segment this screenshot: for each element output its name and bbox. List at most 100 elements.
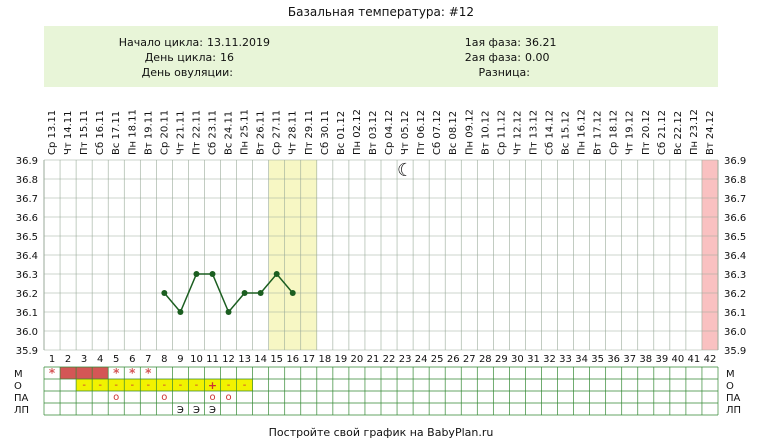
day-number: 33 [559,354,572,365]
day-number: 30 [511,354,524,365]
date-label: Сб 23.11 [208,110,219,155]
row-label-left: ПА [14,393,29,404]
date-label: Сб 21.12 [657,110,668,155]
phase1-value: 36.21 [525,36,557,49]
y-tick-label-left: 35.9 [16,346,38,357]
day-number: 19 [335,354,348,365]
day-number: 37 [623,354,636,365]
phase2-value: 0.00 [525,51,550,64]
y-tick-label-left: 36.5 [16,232,38,243]
day-number: 21 [367,354,380,365]
date-label: Чт 05.12 [400,111,411,156]
menstruation-star-icon: * [113,366,120,380]
date-label: Вс 01.12 [336,111,347,155]
temperature-point [193,271,200,277]
date-label: Чт 12.12 [512,111,523,156]
day-number: 29 [495,354,508,365]
date-label: Пн 16.12 [577,109,588,155]
mucus-dash-icon: - [98,380,102,391]
day-number: 17 [302,354,315,365]
y-tick-label-left: 36.1 [16,308,38,319]
mucus-dash-icon: - [82,380,86,391]
day-number: 18 [318,354,331,365]
row-label-left: ЛП [14,405,29,416]
day-number: 6 [129,354,135,365]
day-number: 35 [591,354,604,365]
row-label-right: ЛП [726,405,741,416]
y-tick-label-left: 36.9 [16,156,38,167]
date-label: Пн 02.12 [352,109,363,155]
date-label: Ср 13.11 [47,110,58,155]
chart-title: Базальная температура: #12 [288,5,474,19]
y-tick-label-right: 36.3 [724,270,746,281]
pa-icon: o [209,392,215,403]
mucus-cell [204,379,221,391]
y-tick-label-left: 36.6 [16,213,38,224]
day-number: 24 [415,354,428,365]
mucus-cell [124,379,141,391]
date-label: Вт 26.11 [256,111,267,156]
y-tick-label-right: 36.0 [724,327,746,338]
day-number: 13 [238,354,251,365]
y-tick-label-right: 35.9 [724,346,746,357]
row-label-left: О [14,381,22,392]
cycle-day-label: День цикла: [145,51,216,64]
phase2-label: 2ая фаза: [465,51,521,64]
date-label: Вт 24.12 [705,111,716,156]
cycle-start-label: Начало цикла: [119,36,203,49]
temperature-point [273,271,280,277]
menstruation-bar [60,367,77,379]
temperature-point [257,290,264,296]
pa-icon: o [225,392,231,403]
date-label: Пн 18.11 [127,109,138,155]
y-tick-label-right: 36.4 [724,251,746,262]
y-tick-label-left: 36.0 [16,327,38,338]
y-tick-label-right: 36.5 [724,232,746,243]
day-number: 38 [639,354,652,365]
day-number: 15 [270,354,283,365]
day-number: 2 [65,354,71,365]
mucus-cell [140,379,157,391]
day-number: 7 [145,354,151,365]
mucus-plus-icon: + [208,379,217,392]
pa-icon: o [161,392,167,403]
date-label: Чт 28.11 [288,111,299,156]
mucus-cell [220,379,237,391]
mucus-dash-icon: - [114,380,118,391]
mucus-dash-icon: - [179,380,183,391]
temperature-point [241,290,248,296]
mucus-cell [188,379,205,391]
plot-area: 35.9 35.9 36.0 36.0 36.1 36.1 36.2 36.2 36.3 36.3… [14,109,746,416]
y-tick-label-left: 36.2 [16,289,38,300]
day-number: 9 [177,354,183,365]
menstruation-star-icon: * [49,366,56,380]
temperature-point [209,271,216,277]
day-number: 11 [206,354,219,365]
date-label: Пт 15.11 [79,110,90,155]
day-number: 32 [543,354,556,365]
date-label: Вс 15.12 [561,111,572,155]
date-label: Ср 11.12 [496,110,507,155]
cycle-day-value: 16 [220,51,234,64]
date-label: Вт 19.11 [143,111,154,156]
temperature-point [225,309,232,315]
date-label: Пт 20.12 [641,110,652,155]
day-number: 28 [479,354,492,365]
date-label: Чт 14.11 [63,111,74,156]
moon-icon: ☾ [397,160,413,181]
day-number: 34 [575,354,588,365]
day-number: 14 [254,354,267,365]
date-label: Ср 04.12 [384,110,395,155]
menstruation-star-icon: * [145,366,152,380]
date-label: Пт 13.12 [528,110,539,155]
day-number: 40 [672,354,685,365]
date-label: Пт 22.11 [191,110,202,155]
day-number: 39 [655,354,668,365]
date-label: Чт 19.12 [625,111,636,156]
footer-link[interactable]: Постройте свой график на BabyPlan.ru [269,426,494,439]
day-number: 12 [222,354,235,365]
y-tick-label-right: 36.7 [724,194,746,205]
day-number: 26 [447,354,460,365]
mucus-cell [108,379,125,391]
date-label: Вт 17.12 [593,111,604,156]
